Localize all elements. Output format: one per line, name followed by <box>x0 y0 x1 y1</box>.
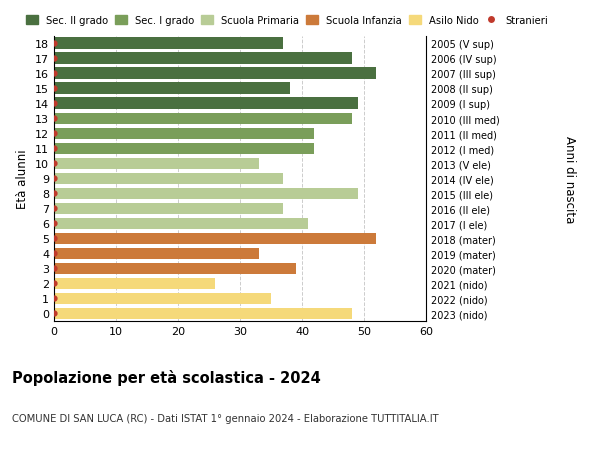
Bar <box>54 98 358 110</box>
Bar <box>54 39 283 50</box>
Bar <box>54 203 283 215</box>
Bar <box>54 263 296 275</box>
Bar <box>54 113 352 125</box>
Bar <box>54 248 259 260</box>
Y-axis label: Età alunni: Età alunni <box>16 149 29 209</box>
Bar <box>54 293 271 305</box>
Bar <box>54 83 290 95</box>
Legend: Sec. II grado, Sec. I grado, Scuola Primaria, Scuola Infanzia, Asilo Nido, Stran: Sec. II grado, Sec. I grado, Scuola Prim… <box>26 16 548 26</box>
Bar <box>54 233 376 245</box>
Bar <box>54 218 308 230</box>
Y-axis label: Anni di nascita: Anni di nascita <box>563 135 576 223</box>
Bar <box>54 128 314 140</box>
Bar <box>54 173 283 185</box>
Bar <box>54 308 352 319</box>
Bar <box>54 53 352 65</box>
Bar <box>54 68 376 80</box>
Bar <box>54 158 259 170</box>
Bar <box>54 188 358 200</box>
Text: COMUNE DI SAN LUCA (RC) - Dati ISTAT 1° gennaio 2024 - Elaborazione TUTTITALIA.I: COMUNE DI SAN LUCA (RC) - Dati ISTAT 1° … <box>12 413 439 423</box>
Text: Popolazione per età scolastica - 2024: Popolazione per età scolastica - 2024 <box>12 369 321 386</box>
Bar <box>54 278 215 290</box>
Bar <box>54 143 314 155</box>
